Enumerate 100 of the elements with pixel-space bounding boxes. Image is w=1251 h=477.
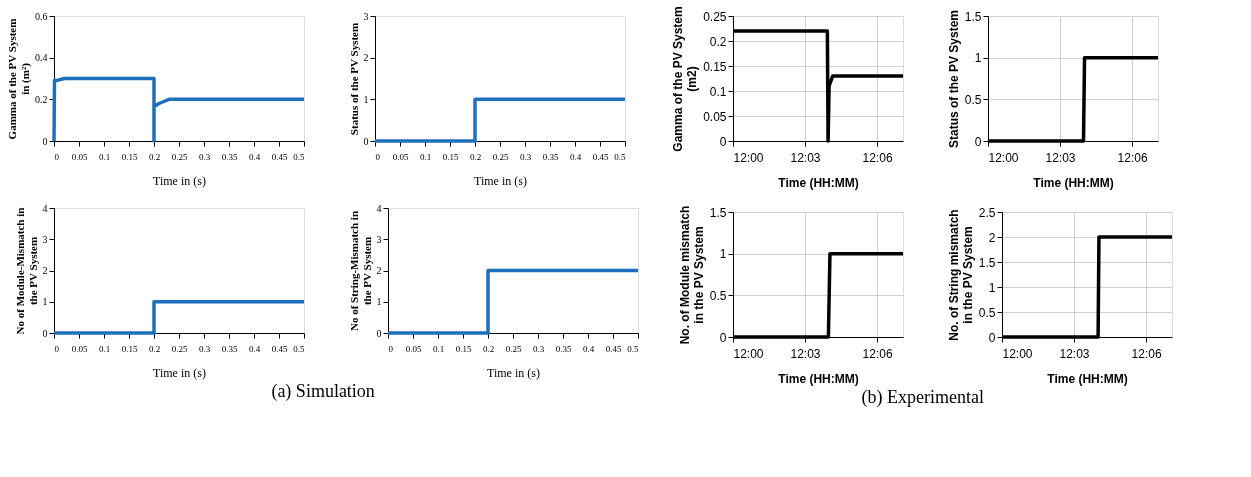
y-tick-label: 2 (988, 230, 996, 245)
y-axis-title: No of Module-Mismatch in the PV System (13, 207, 39, 335)
y-tick-label: 1 (42, 296, 48, 308)
x-tick-label: 0.1 (98, 343, 111, 354)
y-tick-label: 0 (363, 135, 369, 147)
y-tick-label: 0.5 (709, 288, 727, 303)
x-tick-label: 0.15 (121, 151, 138, 162)
y-tick-label: 4 (42, 202, 48, 214)
x-tick-label: 0 (54, 343, 60, 354)
x-tick-label: 0.5 (614, 151, 626, 162)
y-axis-title: Gamma of the PV System (m2) (671, 6, 700, 152)
x-tick-label: 12:06 (862, 346, 893, 361)
y-tick-label: 1 (719, 247, 727, 262)
x-tick-label: 12:03 (1045, 150, 1076, 165)
text: (a) Simulation (271, 380, 375, 402)
y-tick-label: 1 (376, 296, 382, 308)
x-tick-label: 0.3 (198, 343, 211, 354)
x-tick-label: 0.1 (98, 151, 111, 162)
y-axis-title: Status of the PV System (347, 22, 360, 136)
x-tick-label: 12:00 (733, 150, 764, 165)
x-tick-label: 0.05 (71, 343, 88, 354)
y-tick-label: 2 (42, 265, 48, 276)
x-tick-label: 0.4 (248, 343, 261, 354)
x-tick-label: 0.45 (592, 151, 609, 162)
y-tick-label: 2 (363, 52, 369, 64)
y-tick-label: 4 (376, 202, 382, 214)
y-tick-label: 1.5 (978, 255, 996, 270)
x-tick-label: 0.5 (293, 151, 305, 162)
x-tick-label: 0.5 (293, 343, 305, 354)
x-tick-label: 0.45 (605, 343, 622, 354)
y-tick-label: 3 (42, 233, 48, 245)
y-tick-label: 1 (363, 93, 369, 105)
x-tick-label: 0.35 (221, 151, 238, 162)
x-tick-label: 0.3 (532, 343, 545, 354)
y-tick-label: 0.2 (709, 34, 727, 49)
x-tick-label: 12:06 (862, 150, 893, 165)
y-tick-label: 0 (974, 134, 982, 149)
x-tick-label: 0.2 (148, 343, 161, 354)
x-tick-label: 0.1 (419, 151, 432, 162)
y-tick-label: 1 (974, 51, 982, 66)
x-tick-label: 0 (54, 151, 60, 162)
y-tick-label: 0 (42, 327, 48, 339)
y-tick-label: 0.4 (35, 52, 48, 64)
x-tick-label: 12:03 (790, 346, 821, 361)
y-axis-title: Status of the PV System (946, 9, 961, 149)
y-axis-title: No of String-Mismatch in the PV System (347, 210, 373, 332)
x-tick-label: 0.35 (542, 151, 559, 162)
x-tick-label: 12:00 (733, 346, 764, 361)
x-tick-label: 0.2 (482, 343, 495, 354)
x-axis-title: Time (HH:MM) (778, 175, 859, 190)
y-tick-label: 0 (42, 135, 48, 147)
y-tick-label: 0.5 (964, 92, 982, 107)
x-tick-label: 0.4 (582, 343, 595, 354)
x-tick-label: 0.2 (469, 151, 482, 162)
x-tick-label: 0.25 (171, 151, 188, 162)
x-tick-label: 12:06 (1131, 346, 1162, 361)
y-tick-label: 0.2 (35, 93, 48, 105)
x-axis-title: Time in (s) (153, 365, 206, 380)
x-tick-label: 0.3 (198, 151, 211, 162)
x-tick-label: 0.45 (271, 151, 288, 162)
y-tick-label: 3 (363, 10, 369, 22)
x-tick-label: 0.35 (555, 343, 572, 354)
y-tick-label: 3 (376, 233, 382, 245)
y-tick-label: 1.5 (709, 205, 727, 220)
x-tick-label: 0.4 (248, 151, 261, 162)
y-tick-label: 1.5 (964, 9, 982, 24)
x-tick-label: 0.25 (492, 151, 509, 162)
x-axis-title: Time in (s) (474, 173, 527, 188)
x-tick-label: 0.3 (519, 151, 532, 162)
x-tick-label: 0.4 (569, 151, 582, 162)
y-tick-label: 0.5 (978, 305, 996, 320)
x-tick-label: 0.25 (505, 343, 522, 354)
y-tick-label: 0.1 (709, 84, 727, 99)
x-tick-label: 0.05 (71, 151, 88, 162)
x-tick-label: 12:03 (790, 150, 821, 165)
x-tick-label: 12:06 (1117, 150, 1148, 165)
y-tick-label: 0 (376, 327, 382, 339)
x-tick-label: 0.15 (121, 343, 138, 354)
y-tick-label: 0.25 (703, 9, 727, 24)
x-tick-label: 0.2 (148, 151, 161, 162)
x-axis-title: Time (HH:MM) (778, 371, 859, 386)
y-tick-label: 0.15 (703, 59, 727, 74)
x-tick-label: 0.05 (405, 343, 422, 354)
x-axis-title: Time in (s) (487, 365, 540, 380)
x-axis-title: Time in (s) (153, 173, 206, 188)
x-tick-label: 0.15 (455, 343, 472, 354)
x-tick-label: 0 (388, 343, 394, 354)
x-tick-label: 12:03 (1059, 346, 1090, 361)
x-tick-label: 0.25 (171, 343, 188, 354)
x-tick-label: 12:00 (1002, 346, 1033, 361)
x-tick-label: 12:00 (988, 150, 1019, 165)
y-axis-title: No. of Module mismatch in the PV System (677, 205, 706, 345)
y-tick-label: 0.05 (703, 109, 727, 124)
y-axis-title: No. of String mismatch in the PV System (946, 209, 975, 341)
y-tick-label: 2 (376, 265, 382, 276)
x-tick-label: 0.5 (627, 343, 639, 354)
y-tick-label: 0.6 (35, 10, 48, 22)
x-tick-label: 0.05 (392, 151, 409, 162)
x-axis-title: Time (HH:MM) (1033, 175, 1114, 190)
x-axis-title: Time (HH:MM) (1047, 371, 1128, 386)
